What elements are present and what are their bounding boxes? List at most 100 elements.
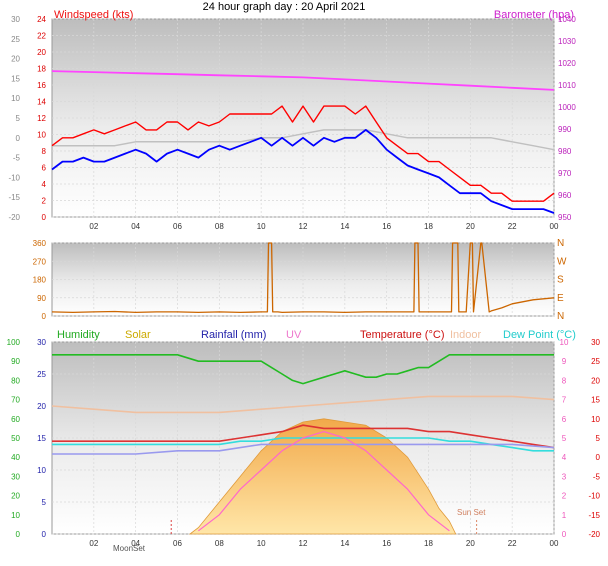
- legend-solar: Solar: [125, 329, 151, 341]
- x-tick-label: 18: [424, 222, 433, 231]
- x-tick-label: 14: [340, 222, 349, 231]
- y-tick-label: 30: [11, 472, 20, 481]
- y-tick-label: 12: [37, 114, 46, 123]
- y-tick-label: 3: [562, 472, 567, 481]
- x-tick-label: 02: [89, 222, 98, 231]
- solar-area: [188, 418, 457, 535]
- y-tick-label: 4: [562, 453, 567, 462]
- y-tick-label: 90: [11, 357, 20, 366]
- series-rainfall-mm-line: [52, 443, 555, 455]
- legend-humidity: Humidity: [57, 329, 100, 341]
- y-tick-label: 980: [558, 147, 572, 156]
- y-tick-label: 20: [11, 492, 20, 501]
- y-tick-label: 15: [37, 434, 46, 443]
- y-tick-label: 90: [37, 294, 46, 303]
- y-tick-label: -15: [8, 193, 20, 202]
- x-tick-label: 22: [508, 222, 517, 231]
- y-tick-label: 10: [37, 131, 46, 140]
- y-tick-label: 30: [591, 338, 600, 347]
- x-tick-label: 08: [215, 539, 224, 548]
- y-tick-label: -10: [588, 492, 600, 501]
- x-tick-label: 16: [382, 539, 391, 548]
- barometer-line: [51, 70, 555, 91]
- y-tick-label: 100: [7, 338, 21, 347]
- y-tick-label: 6: [42, 164, 47, 173]
- y-tick-label: 990: [558, 125, 572, 134]
- y-tick-label: 24: [37, 15, 46, 24]
- x-tick-label: 20: [466, 222, 475, 231]
- y-tick-label: 22: [37, 32, 46, 41]
- moonset-annotation: MoonSet: [113, 544, 146, 553]
- y-tick-label: N: [557, 311, 564, 322]
- wind-direction-line: [51, 242, 555, 314]
- y-tick-label: 1040: [558, 15, 576, 24]
- x-tick-label: 08: [215, 222, 224, 231]
- y-tick-label: 16: [37, 81, 46, 90]
- y-tick-label: 5: [562, 434, 567, 443]
- y-tick-label: 1010: [558, 81, 576, 90]
- wind-avg-gray-line: [52, 129, 555, 151]
- series-uv-line: [198, 431, 450, 532]
- y-tick-label: 0: [42, 312, 47, 321]
- series-layer: [51, 70, 555, 535]
- x-tick-label: 12: [299, 222, 308, 231]
- y-tick-label: 1000: [558, 103, 576, 112]
- y-tick-label: 950: [558, 213, 572, 222]
- series-temperature-c-line: [52, 424, 555, 449]
- series-humidity-line: [52, 353, 554, 385]
- y-tick-label: N: [557, 238, 564, 249]
- y-tick-label: 30: [37, 338, 46, 347]
- x-tick-label: 02: [89, 539, 98, 548]
- y-tick-label: 20: [37, 402, 46, 411]
- y-tick-label: 20: [591, 376, 600, 385]
- y-tick-label: 18: [37, 65, 46, 74]
- y-tick-label: 360: [33, 239, 47, 248]
- y-tick-label: 1020: [558, 59, 576, 68]
- x-tick-label: 00: [550, 539, 559, 548]
- y-tick-label: 25: [37, 370, 46, 379]
- y-tick-label: 25: [591, 357, 600, 366]
- y-tick-label: 15: [11, 74, 20, 83]
- x-tick-label: 06: [173, 539, 182, 548]
- x-tick-label: 10: [257, 222, 266, 231]
- x-tick-label: 12: [299, 539, 308, 548]
- y-tick-label: 10: [37, 466, 46, 475]
- y-tick-label: 8: [562, 376, 567, 385]
- x-tick-label: 00: [550, 222, 559, 231]
- y-tick-label: 960: [558, 191, 572, 200]
- y-tick-label: 0: [42, 213, 47, 222]
- y-tick-label: 4: [42, 180, 47, 189]
- y-tick-label: 970: [558, 169, 572, 178]
- y-tick-label: 1030: [558, 37, 576, 46]
- y-tick-label: 9: [562, 357, 567, 366]
- y-tick-label: 0: [562, 530, 567, 539]
- x-tick-label: 04: [131, 539, 140, 548]
- y-tick-label: 60: [11, 415, 20, 424]
- x-tick-label: 20: [466, 539, 475, 548]
- y-tick-label: -20: [8, 213, 20, 222]
- y-tick-label: E: [557, 293, 564, 304]
- y-tick-label: 0: [16, 530, 21, 539]
- x-tick-label: 04: [131, 222, 140, 231]
- legend-rainfall: Rainfall (mm): [201, 329, 266, 341]
- x-tick-label: 16: [382, 222, 391, 231]
- wind-gust-line: [51, 105, 555, 202]
- y-tick-label: 270: [33, 257, 47, 266]
- x-tick-label: 10: [257, 539, 266, 548]
- y-tick-label: 6: [562, 415, 567, 424]
- y-tick-label: 40: [11, 453, 20, 462]
- wind-speed-line: [51, 128, 555, 214]
- y-tick-label: 0: [596, 453, 601, 462]
- y-tick-label: 0: [16, 134, 21, 143]
- y-tick-label: 8: [42, 147, 47, 156]
- x-tick-label: 22: [508, 539, 517, 548]
- y-tick-label: 25: [11, 35, 20, 44]
- y-tick-label: 20: [37, 48, 46, 57]
- chart-title: 24 hour graph day : 20 April 2021: [203, 1, 366, 13]
- x-tick-label: 14: [340, 539, 349, 548]
- y-tick-label: S: [557, 275, 564, 286]
- legend-temperature: Temperature (°C): [360, 329, 444, 341]
- y-tick-label: W: [557, 256, 567, 267]
- y-tick-label: 180: [33, 276, 47, 285]
